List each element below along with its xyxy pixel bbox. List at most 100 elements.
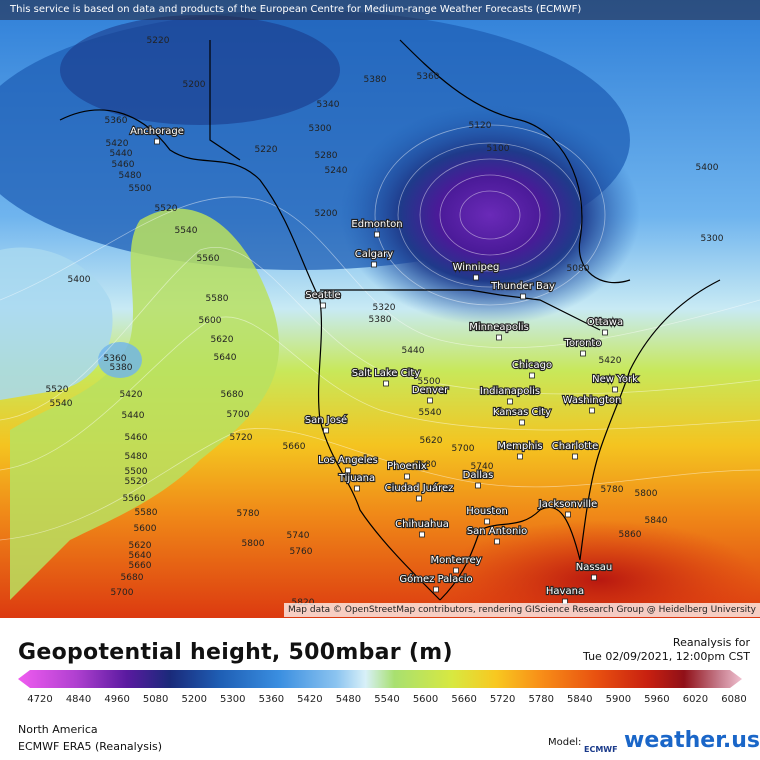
contour-label: 5600 bbox=[134, 524, 157, 534]
contour-label: 5680 bbox=[221, 390, 244, 400]
cutoff-low bbox=[0, 247, 113, 400]
contour-label: 5520 bbox=[155, 204, 178, 214]
contour-label: 5380 bbox=[364, 75, 387, 85]
contour-label: 5500 bbox=[129, 184, 152, 194]
colorbar-tick-label: 5780 bbox=[528, 694, 554, 705]
city-marker bbox=[374, 231, 380, 238]
region: North America bbox=[18, 723, 98, 736]
city-marker bbox=[520, 293, 526, 300]
city-marker bbox=[404, 473, 410, 480]
colorbar-tick-label: 5660 bbox=[451, 694, 477, 705]
contour-label: 5720 bbox=[230, 433, 253, 443]
city-label: New York bbox=[592, 374, 638, 385]
contour-label: 5780 bbox=[237, 509, 260, 519]
contour-label: 5680 bbox=[121, 573, 144, 583]
contour-label: 5460 bbox=[125, 433, 148, 443]
colorbar-tick-label: 4960 bbox=[104, 694, 130, 705]
contour-label: 5320 bbox=[373, 303, 396, 313]
city-marker bbox=[323, 427, 329, 434]
contour-label: 5780 bbox=[601, 485, 624, 495]
city-marker bbox=[416, 495, 422, 502]
contour-label: 5400 bbox=[696, 163, 719, 173]
colorbar-tick-label: 5840 bbox=[567, 694, 593, 705]
contour-label: 5700 bbox=[227, 410, 250, 420]
city-label: Winnipeg bbox=[453, 262, 500, 273]
contour-label: 5620 bbox=[129, 541, 152, 551]
city-label: Gómez Palacio bbox=[399, 573, 472, 585]
colorbar-tick-label: 4840 bbox=[65, 694, 92, 705]
contour-label: 5440 bbox=[402, 346, 425, 356]
contour-label: 5500 bbox=[125, 467, 148, 477]
city-marker bbox=[494, 538, 500, 545]
contour-label: 5440 bbox=[122, 411, 145, 421]
contour-label: 5420 bbox=[599, 356, 622, 366]
ridge bbox=[10, 208, 280, 600]
city-marker bbox=[383, 380, 389, 387]
city-label: San Antonio bbox=[467, 526, 527, 537]
contour-label: 5640 bbox=[214, 353, 237, 363]
colorbar-tick-label: 6080 bbox=[721, 694, 747, 705]
model-logo: ECMWF bbox=[584, 745, 618, 754]
colorbar-tick-label: 5480 bbox=[335, 694, 362, 705]
city-label: Memphis bbox=[497, 441, 542, 452]
city-marker bbox=[427, 397, 433, 404]
contour-label: 5540 bbox=[175, 226, 198, 236]
contour-label: 5520 bbox=[125, 477, 148, 487]
contour-label: 5800 bbox=[242, 539, 265, 549]
city-label: Chicago bbox=[512, 360, 552, 371]
colorbar-tick-label: 4720 bbox=[27, 694, 53, 705]
cutoff-core bbox=[98, 342, 142, 378]
reanalysis-label: Reanalysis for bbox=[672, 636, 750, 649]
colorbar-tick-label: 5960 bbox=[644, 694, 670, 705]
contour-label: 5580 bbox=[135, 508, 158, 518]
colorbar-tick-label: 5720 bbox=[489, 694, 516, 705]
city-label: Thunder Bay bbox=[490, 281, 555, 292]
city-label: Havana bbox=[546, 586, 584, 597]
contour-label: 5540 bbox=[419, 408, 442, 418]
contour-label: 5800 bbox=[635, 489, 658, 499]
cities: Anchorage Edmonton Calgary Winnipeg Thunder … bbox=[129, 125, 639, 605]
city-label: Ciudad Juárez bbox=[385, 482, 454, 494]
city-label: Edmonton bbox=[351, 219, 402, 230]
colorbar-tick-label: 5200 bbox=[181, 694, 207, 705]
contour-label: 5680 bbox=[414, 460, 437, 470]
city-label: Nassau bbox=[576, 562, 613, 573]
city-label: Toronto bbox=[564, 338, 602, 349]
contour-label: 5120 bbox=[469, 121, 492, 131]
city-marker bbox=[565, 511, 571, 518]
model-label: Model: bbox=[548, 737, 582, 748]
contour-label: 5240 bbox=[325, 166, 348, 176]
city-marker bbox=[580, 350, 586, 357]
contour-label: 5200 bbox=[315, 209, 338, 219]
city-label: Dallas bbox=[463, 470, 494, 481]
city-label: Monterrey bbox=[430, 555, 481, 566]
contour-label: 5100 bbox=[487, 144, 510, 154]
contour-label: 5480 bbox=[119, 171, 142, 181]
city-label: Denver bbox=[412, 385, 449, 396]
city-marker bbox=[591, 574, 597, 581]
city-label: Washington bbox=[563, 395, 622, 406]
city-label: Indianapolis bbox=[480, 386, 540, 397]
city-label: Charlotte bbox=[552, 441, 598, 452]
colorbar bbox=[18, 670, 742, 688]
city-marker bbox=[154, 138, 160, 145]
contour-label: 5360 bbox=[417, 72, 440, 82]
city-marker bbox=[475, 482, 481, 489]
contour-label: 5220 bbox=[147, 36, 170, 46]
city-marker bbox=[529, 372, 535, 379]
city-label: Minneapolis bbox=[469, 322, 529, 333]
city-marker bbox=[354, 485, 360, 492]
city-marker bbox=[519, 419, 525, 426]
contour-label: 5640 bbox=[129, 551, 152, 561]
city-label: Kansas City bbox=[493, 407, 551, 418]
contour-label: 5300 bbox=[309, 124, 332, 134]
notice: This service is based on data and produc… bbox=[0, 0, 760, 20]
contour-label: 5700 bbox=[452, 444, 475, 454]
city-marker bbox=[345, 467, 351, 474]
city-label: Phoenix bbox=[387, 461, 427, 472]
contour-label: 5600 bbox=[199, 316, 222, 326]
city-marker bbox=[371, 261, 377, 268]
city-marker bbox=[484, 518, 490, 525]
colorbar-tick-label: 5420 bbox=[297, 694, 323, 705]
